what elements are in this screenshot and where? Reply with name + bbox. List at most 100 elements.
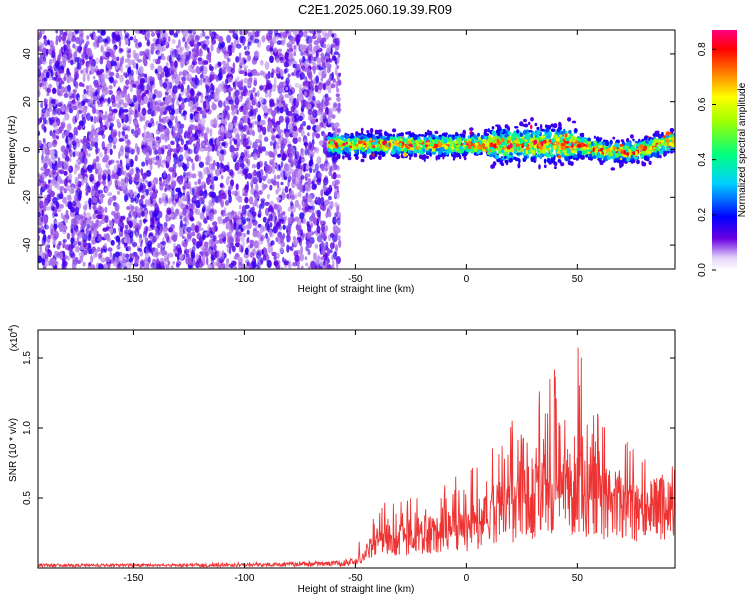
spectrogram-cell — [244, 196, 249, 204]
spectrogram-cell — [229, 242, 232, 250]
spectrogram-cell — [237, 195, 243, 203]
spectrogram-cell — [79, 46, 83, 51]
spectrogram-cell — [290, 213, 295, 219]
spectrogram-cell — [107, 174, 111, 182]
spectrogram-cell — [253, 77, 257, 84]
spectrogram-cell — [305, 262, 309, 267]
spectrogram-cell — [318, 103, 324, 112]
spectrogram-cell — [107, 192, 113, 197]
spectrogram-cell — [253, 169, 257, 177]
spectrogram-cell — [149, 97, 153, 101]
spectrogram-cell — [184, 150, 190, 160]
spectrogram-cell — [115, 211, 121, 219]
spectrogram-cell — [294, 254, 300, 263]
spectrogram-cell — [150, 63, 155, 71]
spectrogram-cell — [311, 65, 317, 71]
spectrogram-cell — [132, 242, 136, 248]
spectrogram-cell — [83, 176, 88, 184]
spectrogram-cell — [138, 41, 142, 48]
spectrogram-cell — [59, 30, 64, 36]
spectrogram-cell — [207, 95, 212, 102]
spectrogram-cell — [107, 118, 112, 124]
spectrogram-cell — [171, 182, 176, 189]
spectrogram-cell — [73, 240, 78, 246]
spectrogram-cell — [256, 162, 261, 170]
spectrogram-cell — [322, 83, 326, 91]
spectrogram-cell — [322, 177, 329, 186]
spectrogram-cell — [239, 204, 242, 210]
spectrogram-cell — [224, 105, 230, 111]
spectrogram-cell — [92, 75, 96, 80]
spectrogram-cell — [334, 201, 338, 208]
spectrogram-cell — [147, 256, 151, 264]
spectrogram-cell — [233, 128, 240, 135]
spectrogram-cell — [163, 36, 166, 45]
spectrogram-cell — [121, 130, 126, 137]
spectrogram-cell — [99, 152, 103, 158]
spectrogram-cell — [216, 250, 221, 259]
spectrogram-cell — [143, 218, 147, 224]
spectrogram-cell — [66, 123, 72, 132]
spectrogram-cell — [268, 205, 274, 212]
spectrogram-cell — [337, 79, 342, 86]
spectrogram-cell — [79, 255, 84, 263]
spectrogram-cell — [223, 45, 227, 52]
spectrogram-cell — [119, 255, 123, 264]
spectrogram-cell — [177, 96, 183, 102]
spectrogram-cell — [97, 220, 102, 227]
spectrogram-cell — [163, 200, 168, 207]
spectrogram-cell — [504, 124, 509, 129]
spectrogram-cell — [171, 223, 175, 230]
spectrogram-cell — [143, 95, 148, 102]
spectrogram-cell — [263, 183, 268, 189]
spectrogram-cell — [308, 72, 313, 80]
spectrogram-cell — [100, 74, 106, 83]
spectrogram-cell — [277, 236, 283, 245]
spectrogram-cell — [276, 174, 281, 180]
spectrogram-cell — [237, 170, 242, 175]
spectrogram-cell — [98, 97, 104, 102]
spectrogram-cell — [320, 256, 326, 261]
spectrogram-cell — [242, 205, 246, 212]
spectrogram-cell — [126, 192, 130, 198]
spectrogram-cell — [200, 255, 206, 260]
spectrogram-cell — [534, 122, 538, 127]
spectrogram-cell — [129, 189, 134, 196]
spectrogram-cell — [297, 191, 302, 198]
spectrogram-cell — [204, 251, 209, 257]
spectrogram-cell — [204, 35, 210, 40]
spectrogram-cell — [315, 147, 320, 154]
spectrogram-cell — [90, 88, 96, 93]
spectrogram-cell — [168, 213, 174, 218]
spectrogram-cell — [106, 233, 110, 242]
spectrogram-cell — [41, 174, 47, 180]
spectrogram-cell — [220, 125, 224, 133]
spectrogram-cell — [203, 167, 208, 175]
spectrogram-cell — [252, 30, 255, 36]
spectrogram-cell — [181, 76, 186, 82]
spectrogram-cell — [192, 187, 195, 196]
spectrogram-cell — [273, 219, 277, 227]
spectrogram-cell — [208, 191, 214, 198]
spectrogram-cell — [193, 143, 196, 148]
spectrogram-cell — [206, 177, 211, 186]
spectrogram-cell — [131, 210, 137, 217]
spectrogram-cell — [67, 173, 73, 181]
spectrogram-cell — [273, 142, 276, 150]
spectrogram-cell — [256, 262, 261, 269]
spectrogram-cell — [251, 145, 258, 149]
spectrogram-cell — [142, 233, 146, 240]
spectrogram-cell — [298, 237, 303, 247]
spectrogram-cell — [166, 105, 172, 111]
spectrogram-cell — [295, 70, 300, 79]
spectrogram-cell — [243, 105, 248, 111]
spectrogram-cell — [134, 257, 140, 265]
spectrogram-cell — [189, 136, 193, 145]
spectrogram-cell — [215, 169, 221, 177]
spectrogram-cell — [205, 127, 210, 134]
spectrogram-cell — [321, 30, 327, 37]
spectrogram-cell — [207, 263, 213, 269]
spectrogram-cell — [329, 232, 335, 238]
spectrogram-cell — [286, 226, 292, 231]
spectrogram-cell — [282, 138, 287, 147]
